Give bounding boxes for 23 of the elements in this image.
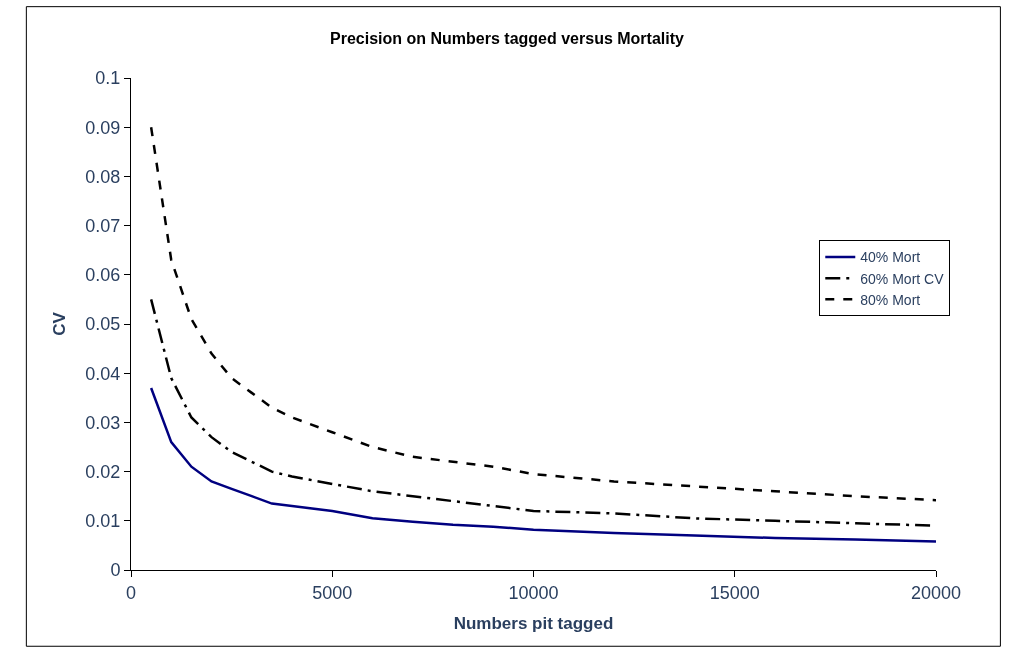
chart-title: Precision on Numbers tagged versus Mortality	[330, 29, 685, 47]
y-tick-label: 0.06	[85, 265, 121, 286]
y-tick-label: 0.05	[85, 314, 121, 335]
y-tick-label: 0.02	[85, 461, 121, 482]
y-tick-label: 0.08	[85, 166, 121, 187]
y-tick-label: 0.1	[95, 68, 121, 89]
y-tick-label: 0.07	[85, 215, 121, 236]
legend-label: 60% Mort CV	[860, 270, 945, 287]
x-tick-label: 10000	[508, 582, 559, 603]
x-tick-label: 20000	[910, 582, 962, 603]
y-tick-label: 0.03	[85, 412, 121, 433]
x-tick-label: 15000	[709, 582, 760, 603]
line-series	[149, 386, 936, 543]
x-axis-title: Numbers pit tagged	[453, 614, 614, 633]
y-tick-label: 0	[110, 560, 121, 581]
y-tick-label: 0.09	[85, 117, 121, 138]
y-tick-label: 0.01	[85, 511, 121, 532]
y-axis-title: CV	[49, 311, 69, 336]
x-tick-label: 5000	[312, 582, 353, 603]
x-tick-label: 0	[125, 582, 137, 603]
legend-label: 40% Mort	[860, 249, 921, 266]
legend-label: 80% Mort	[860, 291, 921, 308]
y-tick-label: 0.04	[85, 363, 121, 384]
